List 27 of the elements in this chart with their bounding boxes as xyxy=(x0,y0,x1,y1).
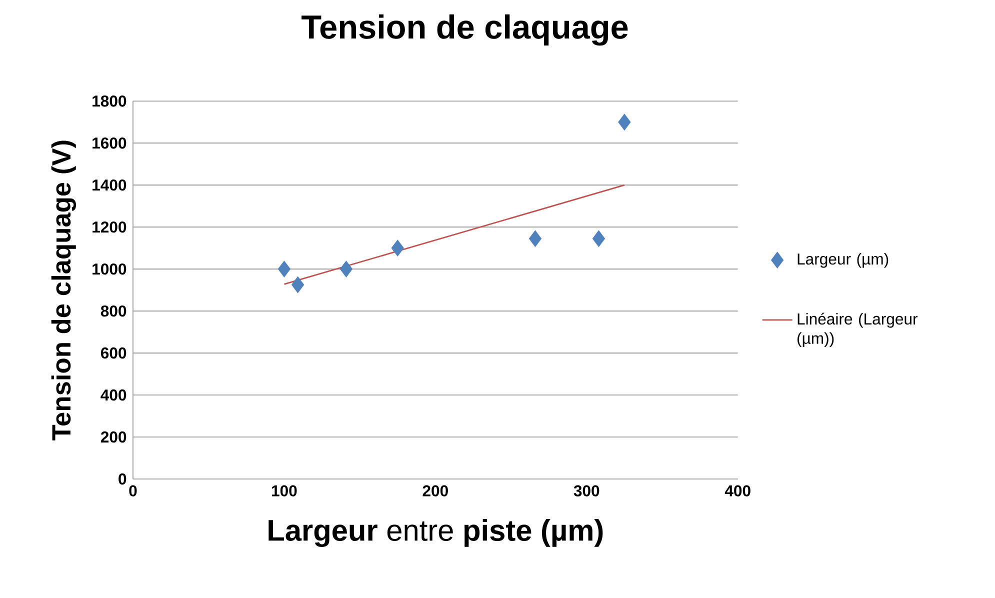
point xyxy=(528,230,542,247)
y-tick-label: 600 xyxy=(100,347,126,359)
x-tick-label: 0 xyxy=(129,485,137,496)
y-tick-label: 800 xyxy=(100,305,126,317)
y-tick-label: 400 xyxy=(100,389,126,401)
legend-label: Linéaire (Largeur (µm)) xyxy=(798,312,918,348)
chart-title: Tension de claquage xyxy=(302,14,628,46)
x-axis-title: Largeur entre piste (µm) xyxy=(268,519,603,548)
point xyxy=(278,260,290,278)
point xyxy=(391,240,404,256)
y-tick-label: 0 xyxy=(118,473,126,485)
y-tick-label: 1000 xyxy=(92,263,126,275)
x-tick-label: 400 xyxy=(724,485,750,496)
legend-label: Largeur (µm) xyxy=(798,253,888,268)
x-tick-label: 200 xyxy=(422,485,448,496)
y-tick-label: 1600 xyxy=(92,137,126,149)
y-tick-label: 1800 xyxy=(92,95,126,107)
y-tick-label: 200 xyxy=(100,431,126,443)
y-tick-label: 1200 xyxy=(92,221,126,233)
point xyxy=(592,230,606,247)
point xyxy=(618,114,631,130)
x-tick-label: 300 xyxy=(574,485,600,496)
y-tick-label: 1400 xyxy=(92,179,126,191)
y-axis-title: Tension de claquage (V) xyxy=(51,140,76,440)
x-tick-label: 100 xyxy=(272,485,297,496)
point xyxy=(292,276,304,294)
point xyxy=(340,260,352,278)
